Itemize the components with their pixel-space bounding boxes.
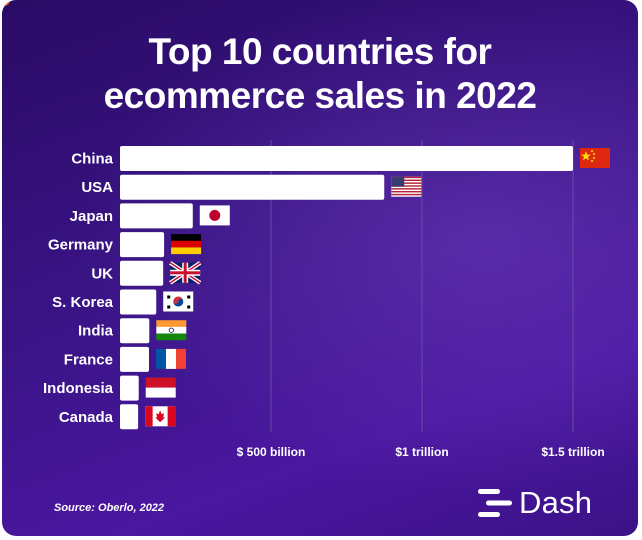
x-tick-label: $1.5 trillion [541, 445, 604, 459]
category-label: S. Korea [52, 294, 114, 311]
category-label: USA [81, 179, 113, 196]
chart-title: Top 10 countries for ecommerce sales in … [2, 30, 638, 118]
corner-accent [2, 0, 10, 6]
category-label: Indonesia [43, 380, 114, 397]
dash-logo-icon [478, 489, 512, 517]
x-tick-label: $1 trillion [395, 445, 448, 459]
category-label: Canada [59, 409, 114, 426]
brand-name: Dash [519, 485, 593, 520]
bar [120, 174, 385, 200]
title-line-1: Top 10 countries for [148, 31, 492, 72]
category-label: UK [91, 265, 113, 282]
india-flag-icon [156, 320, 187, 341]
bar [120, 289, 157, 315]
x-tick-label: $ 500 billion [237, 445, 306, 459]
canada-flag-icon [145, 406, 176, 427]
bar [120, 232, 165, 258]
france-flag-icon [155, 348, 186, 369]
category-label: India [78, 323, 114, 340]
title-line-2: ecommerce sales in 2022 [103, 75, 537, 116]
indonesia-flag-icon [145, 377, 176, 398]
usa-flag-icon [391, 176, 422, 197]
bar [120, 318, 150, 344]
germany-flag-icon [171, 234, 202, 255]
brand-logo: Dash [478, 485, 592, 521]
category-label: Japan [70, 208, 113, 225]
category-label: France [64, 351, 113, 368]
china-flag-icon [580, 148, 610, 168]
uk-flag-icon [169, 261, 202, 285]
bar [120, 146, 573, 171]
bar [120, 203, 193, 229]
bar [120, 404, 139, 430]
japan-flag-icon [199, 205, 230, 226]
bar [120, 260, 164, 286]
south-korea-flag-icon [163, 291, 194, 312]
bar [120, 346, 149, 372]
category-label: China [71, 151, 113, 168]
category-label: Germany [48, 237, 114, 254]
bar [120, 375, 139, 401]
source-note: Source: Oberlo, 2022 [54, 502, 165, 514]
